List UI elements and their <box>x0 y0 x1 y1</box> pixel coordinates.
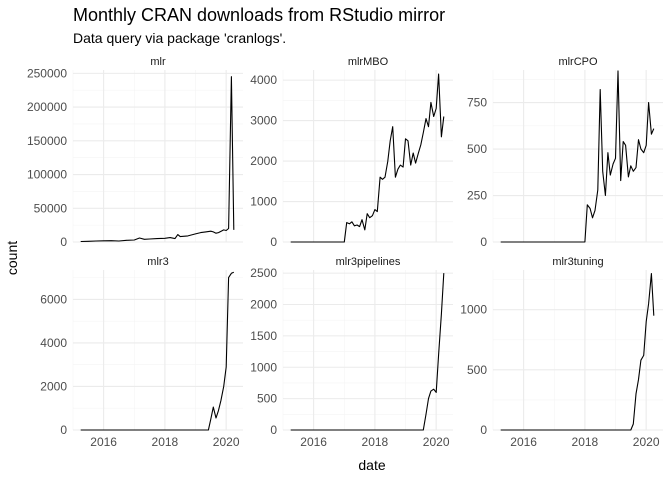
x-tick-label: 2016 <box>510 435 537 449</box>
y-tick-label: 0 <box>270 423 277 437</box>
panel-mlr3: mlr3 0 2000 4000 6000 2016 2018 2020 <box>40 256 243 449</box>
chart-title: Monthly CRAN downloads from RStudio mirr… <box>73 5 445 25</box>
y-axis-title: count <box>4 241 20 275</box>
x-tick-label: 2016 <box>90 435 117 449</box>
x-axis-title: date <box>358 457 385 473</box>
y-tick-label: 750 <box>467 96 487 110</box>
x-tick-label: 2020 <box>423 435 450 449</box>
x-tick-label: 2020 <box>213 435 240 449</box>
y-tick-label: 500 <box>467 363 487 377</box>
y-tick-label: 6000 <box>40 292 67 306</box>
x-tick-label: 2020 <box>633 435 660 449</box>
panel-mlrcpo: mlrCPO 0 250 500 750 <box>467 56 663 249</box>
strip-label-mlr3: mlr3 <box>147 256 168 268</box>
y-tick-label: 1000 <box>460 303 487 317</box>
y-tick-label: 2500 <box>250 266 277 280</box>
series-line-mlr3tuning <box>500 273 655 431</box>
series-line-mlr <box>80 76 235 243</box>
series-line-mlr3 <box>80 271 235 431</box>
y-tick-label: 0 <box>60 423 67 437</box>
panel-mlr: mlr 0 50000 100000 150000 200000 250000 <box>27 56 243 249</box>
y-tick-label: 0 <box>480 423 487 437</box>
y-tick-label: 500 <box>467 142 487 156</box>
x-tick-label: 2018 <box>572 435 599 449</box>
y-tick-label: 0 <box>60 235 67 249</box>
series-line-mlrcpo <box>500 70 655 243</box>
strip-label-mlrmbo: mlrMBO <box>348 56 389 68</box>
x-tick-label: 2018 <box>362 435 389 449</box>
y-tick-label: 1000 <box>250 360 277 374</box>
y-tick-label: 2000 <box>250 298 277 312</box>
y-tick-label: 150000 <box>27 134 67 148</box>
y-tick-label: 4000 <box>250 73 277 87</box>
y-tick-label: 2000 <box>250 154 277 168</box>
y-tick-label: 200000 <box>27 100 67 114</box>
panel-mlr3pipelines: mlr3pipelines 0 500 1000 1500 2000 2500 2016 201… <box>250 256 453 449</box>
strip-label-mlr: mlr <box>150 56 166 68</box>
strip-label-mlrcpo: mlrCPO <box>558 56 598 68</box>
y-tick-label: 500 <box>257 392 277 406</box>
y-tick-label: 250000 <box>27 66 67 80</box>
y-tick-label: 4000 <box>40 336 67 350</box>
y-tick-label: 0 <box>270 235 277 249</box>
series-line-mlrmbo <box>290 73 445 243</box>
y-tick-label: 50000 <box>34 201 68 215</box>
panel-mlrmbo: mlrMBO 0 1000 2000 3000 4000 <box>250 56 453 249</box>
strip-label-mlr3tuning: mlr3tuning <box>552 256 603 268</box>
chart-subtitle: Data query via package 'cranlogs'. <box>73 30 286 46</box>
panel-mlr3tuning: mlr3tuning 0 500 1000 2016 2018 2020 <box>460 256 663 449</box>
y-tick-label: 1000 <box>250 195 277 209</box>
y-tick-label: 0 <box>480 235 487 249</box>
y-tick-label: 100000 <box>27 168 67 182</box>
x-tick-label: 2018 <box>152 435 179 449</box>
facet-panels: mlr050000100000150000200000250000mlrMBO0… <box>27 56 663 449</box>
series-line-mlr3pipelines <box>290 273 445 431</box>
y-tick-label: 1500 <box>250 329 277 343</box>
strip-label-mlr3pipelines: mlr3pipelines <box>336 256 401 268</box>
x-tick-label: 2016 <box>300 435 327 449</box>
y-tick-label: 3000 <box>250 114 277 128</box>
y-tick-label: 250 <box>467 189 487 203</box>
y-tick-label: 2000 <box>40 379 67 393</box>
